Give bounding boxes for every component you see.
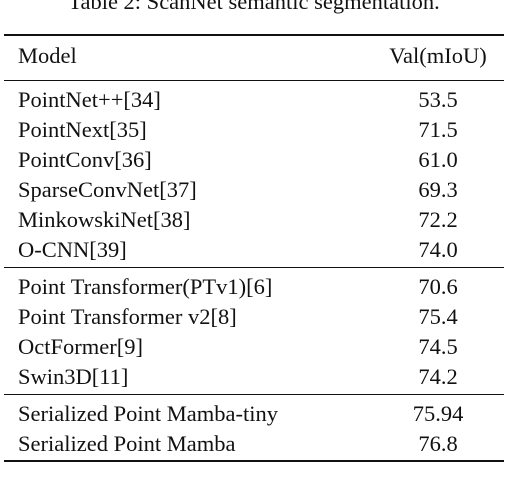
metric-value: 74.0	[418, 237, 458, 262]
header-rule	[4, 80, 504, 81]
model-name: O-CNN[39]	[18, 237, 127, 262]
metric-value: 74.5	[418, 334, 458, 359]
model-name: Point Transformer v2[8]	[18, 304, 237, 329]
metric-value: 69.3	[418, 177, 458, 202]
model-name: MinkowskiNet[38]	[18, 207, 191, 232]
metric-value: 75.4	[418, 304, 458, 329]
model-name: PointNext[35]	[18, 117, 147, 142]
model-name: Serialized Point Mamba	[18, 431, 236, 456]
metric-value: 70.6	[418, 274, 458, 299]
group-rule	[4, 267, 504, 268]
header-model: Model	[18, 43, 77, 68]
model-name: SparseConvNet[37]	[18, 177, 197, 202]
metric-value: 61.0	[418, 147, 458, 172]
metric-value: 76.8	[418, 431, 458, 456]
metric-value: 71.5	[418, 117, 458, 142]
metric-value: 53.5	[418, 87, 458, 112]
bottom-rule	[4, 460, 504, 462]
model-name: PointNet++[34]	[18, 87, 161, 112]
metric-value: 75.94	[412, 401, 464, 426]
header-metric: Val(mIoU)	[389, 43, 487, 68]
model-name: Serialized Point Mamba-tiny	[18, 401, 278, 426]
metric-value: 74.2	[418, 364, 458, 389]
model-name: PointConv[36]	[18, 147, 152, 172]
table-caption: Table 2: ScanNet semantic segmentation.	[68, 0, 440, 14]
top-rule	[4, 34, 504, 36]
metric-value: 72.2	[418, 207, 458, 232]
model-name: Swin3D[11]	[18, 364, 129, 389]
model-name: OctFormer[9]	[18, 334, 143, 359]
model-name: Point Transformer(PTv1)[6]	[18, 274, 273, 299]
group-rule	[4, 394, 504, 395]
